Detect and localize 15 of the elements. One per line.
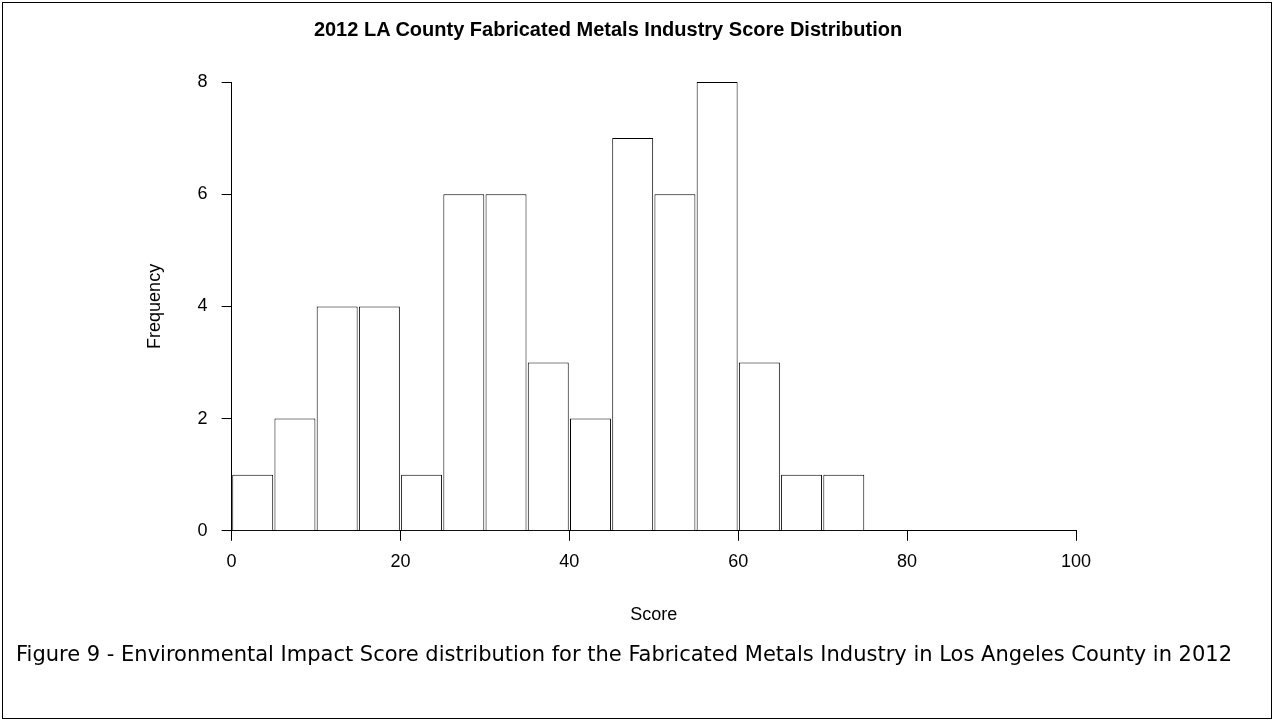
y-tick-label: 0 — [197, 519, 208, 540]
chart-title: 2012 LA County Fabricated Metals Industry Score Distribution — [313, 17, 903, 40]
x-tick-label: 100 — [1060, 550, 1092, 571]
x-axis-title: Score — [630, 604, 678, 625]
x-tick-label: 0 — [226, 550, 237, 571]
x-tick-label: 20 — [390, 550, 411, 571]
y-tick-label: 8 — [197, 70, 208, 91]
x-tick-label: 40 — [559, 550, 580, 571]
x-tick-label: 80 — [897, 550, 918, 571]
x-tick-label: 60 — [728, 550, 749, 571]
y-tick-label: 4 — [197, 295, 208, 316]
caption: Figure 9 - Environmental Impact Score distribution for the Fabricated Metals Industry in Los Angeles County in 2012 — [16, 641, 1234, 668]
y-axis-title: Frequency — [143, 263, 164, 349]
y-tick-label: 6 — [197, 183, 208, 204]
y-tick-label: 2 — [197, 407, 208, 428]
